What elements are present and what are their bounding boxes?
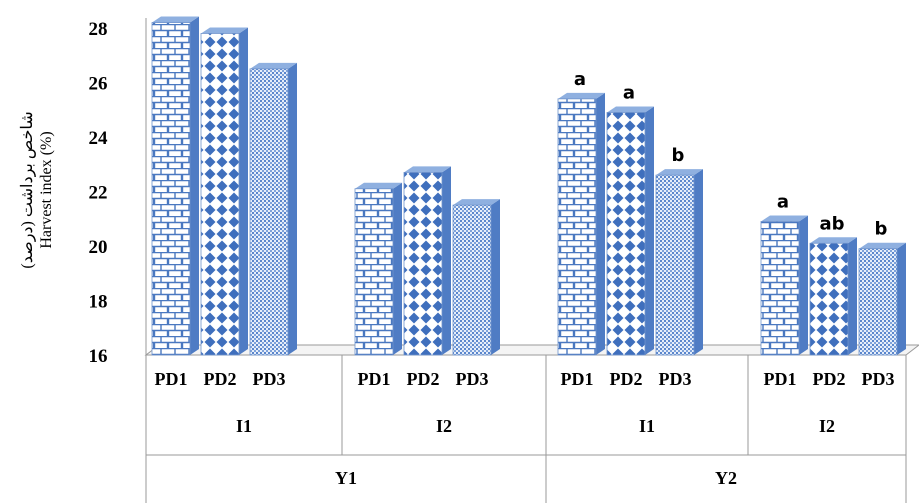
year-label: Y2 <box>715 468 737 488</box>
y-tick-label: 24 <box>89 128 109 149</box>
bar <box>404 166 451 355</box>
bar-side-face <box>596 93 605 355</box>
bar-front-face <box>761 221 799 355</box>
bar-side-face <box>190 17 199 355</box>
bar <box>607 106 654 355</box>
bar <box>201 27 248 355</box>
irrigation-label: I2 <box>436 416 452 436</box>
bar-front-face <box>404 172 442 355</box>
planting-date-label: PD2 <box>610 369 643 389</box>
bar-side-face <box>442 166 451 355</box>
bar <box>761 215 808 355</box>
planting-date-label: PD3 <box>862 369 895 389</box>
bar <box>453 199 500 355</box>
planting-date-label: PD3 <box>659 369 692 389</box>
bar <box>152 17 199 355</box>
bar-side-face <box>288 63 297 355</box>
irrigation-label: I1 <box>236 416 252 436</box>
category-labels: PD1 PD2 PD3 PD1 PD2 PD3 PD1 PD2 PD3 PD1 PD2 PD3 I1 I2… <box>155 369 895 488</box>
planting-date-label: PD2 <box>813 369 846 389</box>
y-tick-label: 18 <box>89 292 108 313</box>
bar <box>558 93 605 355</box>
bar-significance-label: ab <box>819 213 844 234</box>
bar-front-face <box>607 112 645 355</box>
bar-series <box>152 17 906 355</box>
y-tick-label: 22 <box>89 183 108 204</box>
bar-front-face <box>859 249 897 355</box>
bar-significance-label: a <box>623 82 635 103</box>
bar-side-face <box>897 243 906 355</box>
planting-date-label: PD1 <box>358 369 391 389</box>
y-tick-label: 16 <box>89 346 108 367</box>
bar-significance-label: a <box>777 191 789 212</box>
y-tick-label: 26 <box>89 74 108 95</box>
bar-front-face <box>152 23 190 355</box>
planting-date-label: PD1 <box>561 369 594 389</box>
bar-front-face <box>355 189 393 355</box>
y-tick-labels: 16 18 20 22 24 26 28 <box>89 19 109 367</box>
planting-date-label: PD2 <box>204 369 237 389</box>
bar-side-face <box>645 106 654 355</box>
bar-side-face <box>848 237 857 355</box>
y-tick-label: 20 <box>89 237 108 258</box>
bar <box>656 169 703 355</box>
bar-front-face <box>656 175 694 355</box>
planting-date-label: PD3 <box>253 369 286 389</box>
planting-date-label: PD1 <box>155 369 188 389</box>
bar-front-face <box>201 33 239 355</box>
bar-side-face <box>393 183 402 355</box>
bar-side-face <box>239 27 248 355</box>
irrigation-label: I1 <box>639 416 655 436</box>
bar <box>355 183 402 355</box>
bar-significance-label: b <box>875 219 888 240</box>
bar-front-face <box>250 69 288 355</box>
y-tick-label: 28 <box>89 19 108 40</box>
bar-front-face <box>558 99 596 355</box>
year-label: Y1 <box>335 468 357 488</box>
irrigation-label: I2 <box>819 416 835 436</box>
bar-front-face <box>810 243 848 355</box>
bar-side-face <box>694 169 703 355</box>
bar <box>810 237 857 355</box>
bar <box>859 243 906 355</box>
planting-date-label: PD2 <box>407 369 440 389</box>
bar-front-face <box>453 205 491 355</box>
planting-date-label: PD3 <box>456 369 489 389</box>
bar <box>250 63 297 355</box>
y-axis-title-fa: شاخص برداشت (درصد) <box>19 111 36 268</box>
bar-significance-label: b <box>672 145 685 166</box>
y-axis-title-en: Harvest index (%) <box>38 131 55 248</box>
bar-significance-label: a <box>574 69 586 90</box>
planting-date-label: PD1 <box>764 369 797 389</box>
bar-side-face <box>491 199 500 355</box>
bar-side-face <box>799 215 808 355</box>
